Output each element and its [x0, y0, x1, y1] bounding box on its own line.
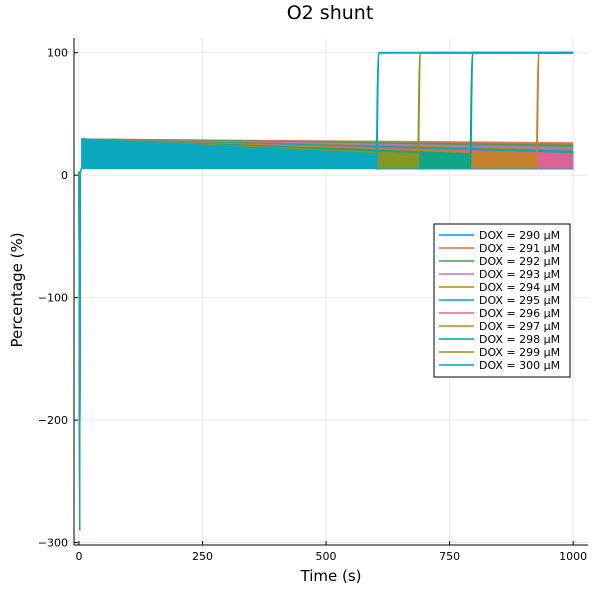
legend-label: DOX = 295 μM [479, 294, 560, 307]
x-tick-label: 750 [439, 550, 460, 563]
legend-label: DOX = 291 μM [479, 242, 560, 255]
legend-label: DOX = 296 μM [479, 307, 560, 320]
legend-label: DOX = 294 μM [479, 281, 560, 294]
legend-label: DOX = 290 μM [479, 229, 560, 242]
chart-title: O2 shunt [287, 2, 374, 24]
legend-label: DOX = 292 μM [479, 255, 560, 268]
legend-label: DOX = 298 μM [479, 333, 560, 346]
y-ticks: −300 −200 −100 0 100 [38, 47, 78, 550]
series-layer [78, 51, 574, 531]
legend-label: DOX = 300 μM [479, 359, 560, 372]
x-ticks: 0 250 500 750 1000 [75, 541, 587, 563]
x-tick-label: 0 [75, 550, 82, 563]
legend-label: DOX = 293 μM [479, 268, 560, 281]
legend-label: DOX = 299 μM [479, 346, 560, 359]
y-tick-label: −300 [38, 537, 68, 550]
series-saturation [374, 51, 574, 171]
x-tick-label: 500 [316, 550, 337, 563]
series-band [81, 138, 376, 170]
y-axis-label: Percentage (%) [8, 232, 26, 347]
y-tick-label: −100 [38, 292, 68, 305]
x-tick-label: 1000 [559, 550, 587, 563]
series-initial-dip [78, 168, 82, 531]
x-tick-label: 250 [192, 550, 213, 563]
y-tick-label: 0 [61, 169, 68, 182]
y-tick-label: −200 [38, 414, 68, 427]
legend-label: DOX = 297 μM [479, 320, 560, 333]
y-tick-label: 100 [47, 47, 68, 60]
axes [73, 38, 588, 546]
series-10 [78, 51, 574, 531]
x-axis-label: Time (s) [300, 567, 362, 585]
